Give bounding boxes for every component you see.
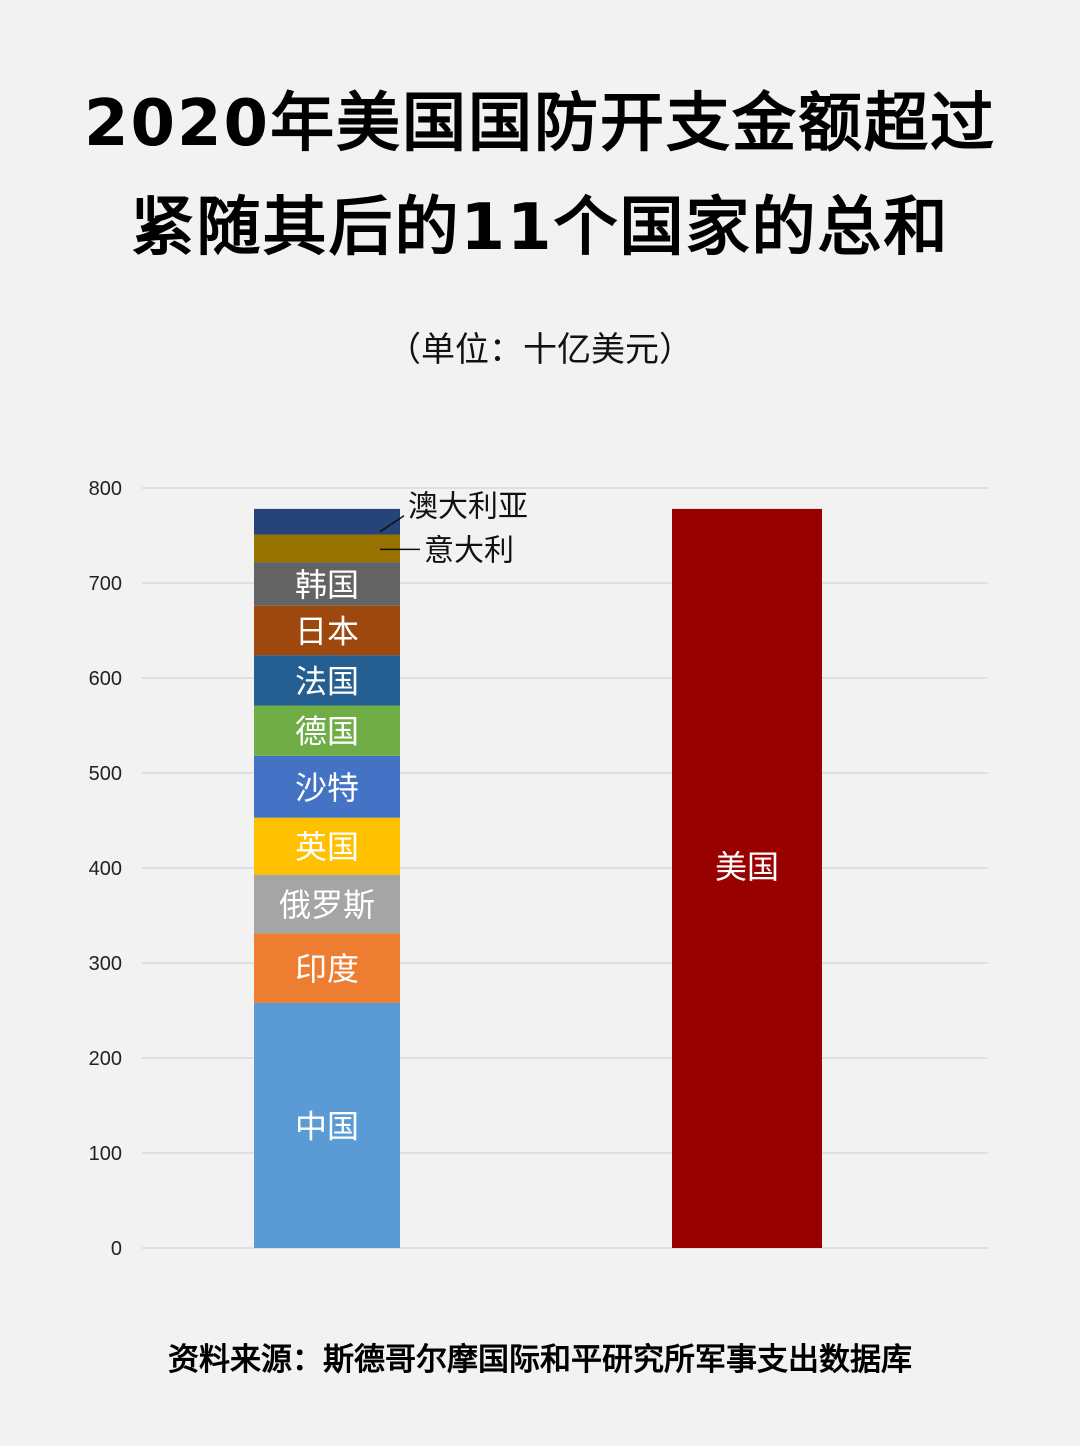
segment-label: 印度 [295, 950, 359, 988]
title-line-1: 2020年美国国防开支金额超过 [83, 87, 997, 161]
bar-segment [254, 817, 400, 875]
y-tick-label: 400 [89, 858, 122, 880]
y-tick-label: 0 [111, 1238, 122, 1260]
bar-us [672, 508, 822, 1248]
y-tick-label: 200 [89, 1048, 122, 1070]
segment-label: 韩国 [295, 566, 359, 604]
y-tick-label: 800 [89, 478, 122, 500]
y-tick-label: 600 [89, 668, 122, 690]
bar-segment [254, 534, 400, 563]
bar-segment [254, 755, 400, 818]
unit-subtitle: （单位：十亿美元） [387, 330, 693, 370]
y-tick-label: 100 [89, 1143, 122, 1165]
segment-label: 沙特 [295, 769, 359, 807]
segment-label: 英国 [295, 828, 359, 866]
segment-label: 日本 [295, 613, 359, 651]
bar-segment [254, 874, 400, 934]
bar-segment [254, 508, 400, 535]
source-note: 资料来源：斯德哥尔摩国际和平研究所军事支出数据库 [168, 1342, 912, 1378]
bar-segment [254, 562, 400, 606]
bar-us-label: 美国 [715, 848, 779, 886]
segment-label: 中国 [295, 1107, 359, 1145]
y-tick-label: 700 [89, 573, 122, 595]
segment-label: 德国 [295, 713, 359, 751]
segment-label: 法国 [295, 662, 359, 700]
callout-leader [379, 515, 405, 533]
bar-segment [254, 655, 400, 706]
y-tick-label: 300 [89, 953, 122, 975]
callout-label: 澳大利亚 [408, 490, 528, 525]
y-tick-label: 500 [89, 763, 122, 785]
title-line-2: 紧随其后的11个国家的总和 [130, 191, 950, 265]
segment-label: 俄罗斯 [279, 886, 375, 924]
bar-segment [254, 1002, 400, 1248]
bar-segment [254, 605, 400, 656]
chart-title: 2020年美国国防开支金额超过 紧随其后的11个国家的总和 [0, 72, 1080, 280]
callout-label: 意大利 [424, 533, 514, 568]
bar-segment [254, 933, 400, 1003]
bar-segment [254, 705, 400, 756]
